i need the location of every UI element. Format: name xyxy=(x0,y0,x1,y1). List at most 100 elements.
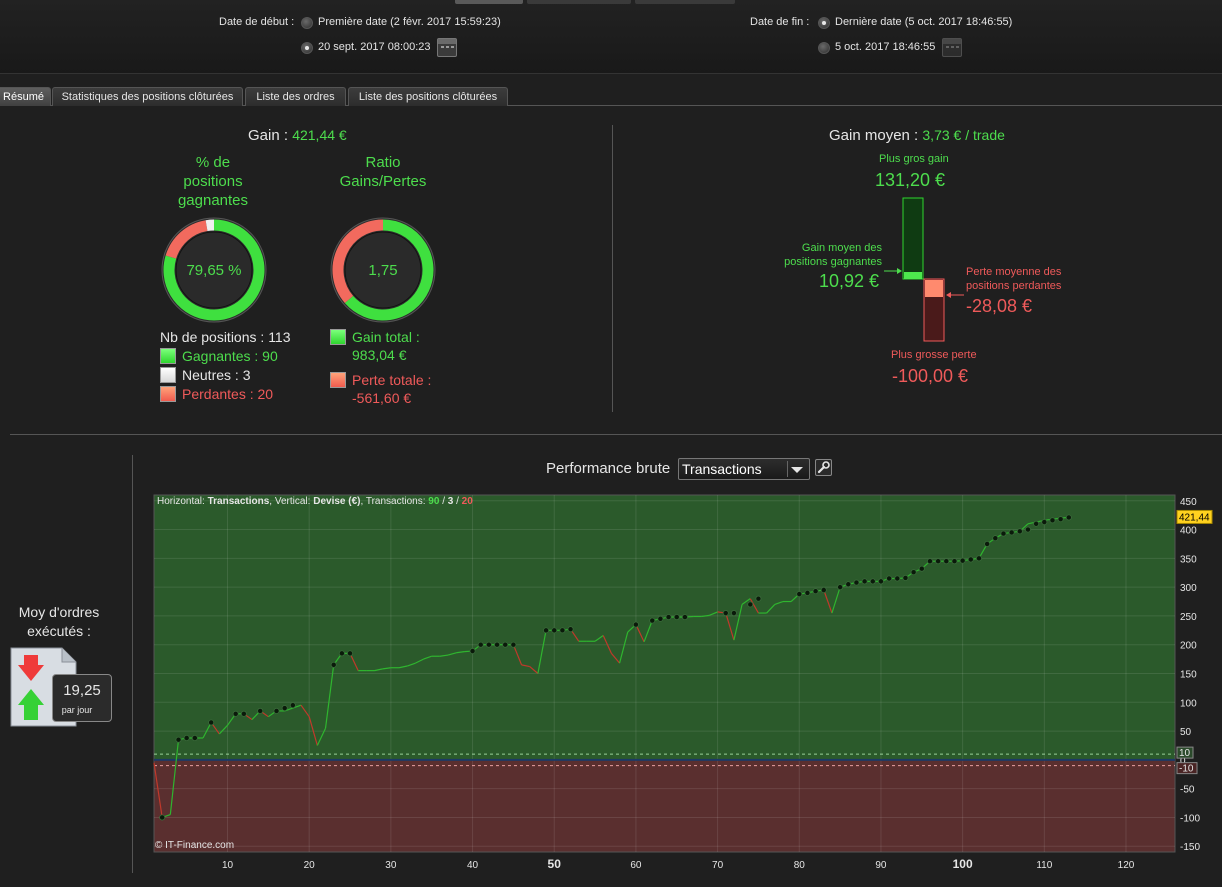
data-point xyxy=(1049,517,1056,524)
data-point xyxy=(681,614,688,621)
performance-chart: 10 20 30 40 50 60 70 80 90 100 110 120 450 400 350 300 2… xyxy=(153,494,1222,880)
loss-segment xyxy=(332,219,384,304)
y-tick-label: 300 xyxy=(1180,583,1197,594)
data-point xyxy=(510,641,517,648)
ring-inner xyxy=(344,231,422,309)
performance-mode-select[interactable]: Transactions xyxy=(678,458,810,480)
x-tick-label: 100 xyxy=(953,857,973,871)
biggest-loss-value: -100,00 € xyxy=(892,366,969,386)
data-point xyxy=(494,641,501,648)
y-tick-label: 400 xyxy=(1180,526,1197,537)
chart-settings-button[interactable] xyxy=(815,459,832,476)
data-point xyxy=(649,617,656,624)
win-percent-ring xyxy=(161,217,267,323)
data-point xyxy=(665,614,672,621)
top-tab-stub[interactable] xyxy=(635,0,735,4)
info-losing-count: 20 xyxy=(461,496,473,507)
x-tick-label: 20 xyxy=(304,860,316,871)
average-loss-label-line: Perte moyenne des xyxy=(966,266,1062,278)
orders-title: Moy d'ordres exécutés : xyxy=(0,603,118,641)
win-percent-title: % de positions gagnantes xyxy=(162,153,264,210)
info-prefix: Horizontal: xyxy=(157,496,205,507)
loss-segment xyxy=(725,612,735,641)
start-calendar-icon[interactable] xyxy=(437,38,457,57)
data-point xyxy=(837,584,844,591)
orders-title-line: exécutés : xyxy=(27,623,91,639)
x-tick-label: 30 xyxy=(385,860,397,871)
tab-orders-list[interactable]: Liste des ordres xyxy=(245,87,346,106)
x-tick-label: 50 xyxy=(548,857,562,871)
data-point xyxy=(902,574,909,581)
data-point xyxy=(796,591,803,598)
info-mid: , Vertical: xyxy=(269,496,311,507)
gain-segment xyxy=(218,724,228,735)
loss-segment xyxy=(349,653,359,671)
winning-legend-label: Gagnantes : 90 xyxy=(182,348,278,364)
positive-area xyxy=(154,495,1175,760)
data-point xyxy=(485,641,492,648)
data-point xyxy=(281,705,288,712)
data-point xyxy=(232,710,239,717)
y-tick-label: 450 xyxy=(1180,497,1197,508)
data-point xyxy=(183,734,190,741)
end-custom-date-radio[interactable] xyxy=(818,42,830,54)
data-point xyxy=(722,610,729,617)
data-point xyxy=(657,615,664,622)
biggest-loss-label: Plus grosse perte xyxy=(891,349,977,361)
end-calendar-icon[interactable] xyxy=(942,38,962,57)
lower-threshold-tag xyxy=(1176,762,1198,775)
ratio-title-line: Ratio xyxy=(365,154,401,171)
ratio-title: Ratio Gains/Pertes xyxy=(328,153,438,191)
gain-segment xyxy=(415,658,424,664)
performance-mode-value: Transactions xyxy=(682,461,762,477)
total-loss-swatch xyxy=(330,372,346,388)
negative-area xyxy=(154,759,1175,852)
biggest-gain-bar xyxy=(902,197,924,280)
data-point xyxy=(910,569,917,576)
top-tab-stub[interactable] xyxy=(455,0,523,4)
win-percent-value: 79,65 % xyxy=(186,261,242,279)
total-gain-label: Gain total : xyxy=(352,329,420,345)
end-last-date-option[interactable]: Dernière date (5 oct. 2017 18:46:55) xyxy=(835,16,1013,28)
start-custom-date-radio[interactable] xyxy=(301,42,313,54)
data-point xyxy=(1000,530,1007,537)
data-point xyxy=(869,578,876,585)
data-point xyxy=(984,540,991,547)
average-loss-label-line: positions perdantes xyxy=(966,280,1062,292)
gain-segment xyxy=(701,614,710,618)
tab-closed-positions-stats[interactable]: Statistiques des positions clôturées xyxy=(52,87,243,106)
x-tick-label: 60 xyxy=(630,860,642,871)
start-custom-date-option[interactable]: 20 sept. 2017 08:00:23 xyxy=(318,41,431,53)
data-point xyxy=(257,707,264,714)
tab-closed-positions-list[interactable]: Liste des positions clôturées xyxy=(348,87,508,106)
tab-resume[interactable]: Résumé xyxy=(0,87,51,106)
start-first-date-option[interactable]: Première date (2 févr. 2017 15:59:23) xyxy=(318,16,501,28)
data-point xyxy=(804,589,811,596)
gain-segment xyxy=(456,651,465,654)
average-win-label: Gain moyen des positions gagnantes xyxy=(770,241,882,269)
end-custom-date-option[interactable]: 5 oct. 2017 18:46:55 xyxy=(835,41,936,53)
y-tick-label: 250 xyxy=(1180,612,1197,623)
data-point xyxy=(159,814,166,821)
last-value-tag-label: 421,44 xyxy=(1179,512,1210,523)
info-horizontal: Transactions xyxy=(207,496,270,507)
neutral-legend-label: Neutres : 3 xyxy=(182,367,251,383)
total-gain-swatch xyxy=(330,329,346,345)
top-tab-stub[interactable] xyxy=(527,0,631,4)
gain-segment xyxy=(831,586,841,614)
orders-document-fold xyxy=(61,648,76,663)
start-first-date-radio[interactable] xyxy=(301,17,313,29)
data-point xyxy=(943,558,950,565)
data-point xyxy=(477,641,484,648)
performance-label: Performance brute xyxy=(546,460,671,477)
start-date-label: Date de début : xyxy=(219,16,295,28)
ratio-ring xyxy=(330,217,436,323)
gain-segment xyxy=(733,604,743,641)
up-arrow-icon xyxy=(18,689,44,720)
win-percent-title-line: positions xyxy=(183,173,243,190)
loss-segment xyxy=(823,589,833,614)
gain-segment xyxy=(709,611,718,616)
end-last-date-radio[interactable] xyxy=(818,17,830,29)
select-divider xyxy=(787,461,788,477)
y-tick-label: -100 xyxy=(1180,813,1200,824)
